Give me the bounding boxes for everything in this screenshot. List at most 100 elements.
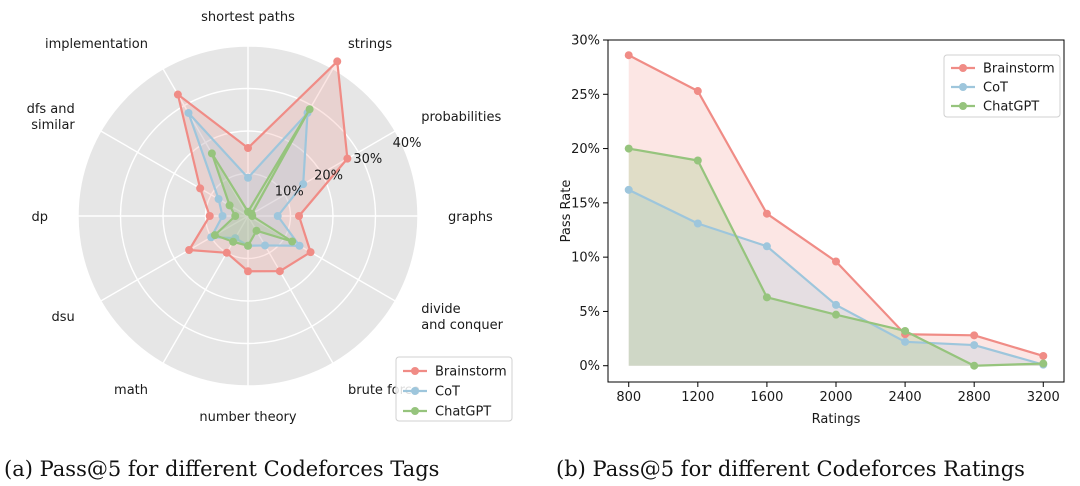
radar-point <box>244 241 252 250</box>
radar-tick-label: 10% <box>275 185 304 200</box>
radar-category-label: divide and conquer <box>421 302 503 333</box>
radar-point <box>305 105 314 114</box>
radar-legend-marker <box>411 387 419 395</box>
line-series-cot <box>624 185 1048 369</box>
line-point <box>693 87 702 96</box>
radar-spoke <box>247 130 396 217</box>
radar-legend: Brainstorm CoT ChatGPT <box>395 356 513 422</box>
radar-legend-box <box>395 356 513 422</box>
radar-area <box>211 109 310 246</box>
line-point <box>693 156 702 165</box>
radar-radial-ticks: 10% 20% 30% 40% <box>275 136 422 200</box>
radar-point <box>218 212 227 220</box>
radar-point <box>184 108 193 117</box>
line-point <box>1039 351 1048 360</box>
radar-category-line: probabilities <box>421 110 501 125</box>
radar-category-label: math <box>114 383 148 398</box>
line-area-cot <box>628 189 1044 366</box>
line-x-tick-label: 2800 <box>958 390 991 405</box>
radar-category-line: number theory <box>199 410 297 425</box>
radar-category-line: math <box>114 383 148 398</box>
radar-legend-label: CoT <box>435 385 460 400</box>
radar-tick-label: 30% <box>353 152 382 167</box>
radar-point <box>205 212 214 220</box>
radar-category-line: divide <box>421 302 460 317</box>
radar-point <box>244 144 252 152</box>
radar-point <box>275 267 284 276</box>
line-point <box>624 51 633 60</box>
radar-point <box>210 231 219 240</box>
radar-category-line: dfs and <box>27 102 75 117</box>
radar-series-chatgpt <box>207 105 314 250</box>
radar-category-label: shortest paths <box>201 10 295 25</box>
radar-legend-label: Brainstorm <box>435 365 507 380</box>
radar-point <box>222 248 231 257</box>
line-point <box>762 209 771 218</box>
line-caption: (b) Pass@5 for different Codeforces Rati… <box>556 457 1025 481</box>
line-x-tick-label: 2400 <box>889 390 922 405</box>
line-point <box>1039 359 1048 368</box>
radar-chart: 10% 20% 30% 40% shortest paths strings probab… <box>27 10 513 425</box>
radar-point <box>196 184 205 193</box>
line-point <box>970 361 979 370</box>
line-y-axis-label: Pass Rate <box>559 180 574 243</box>
radar-category-label: dp <box>31 210 48 225</box>
line-area-chatgpt <box>628 148 1044 366</box>
radar-tick-label: 20% <box>314 168 343 183</box>
radar-point <box>299 180 308 189</box>
radar-point <box>231 212 240 220</box>
line-point <box>762 242 771 251</box>
radar-category-line: graphs <box>448 210 493 225</box>
line-point <box>901 337 910 346</box>
radar-spoke <box>247 215 334 364</box>
line-series-layer <box>624 51 1048 370</box>
radar-legend-label: ChatGPT <box>435 405 491 420</box>
line-y-tick-label: 15% <box>571 196 600 211</box>
radar-point <box>248 212 257 220</box>
radar-category-line: shortest paths <box>201 10 295 25</box>
radar-spoke <box>100 130 249 217</box>
radar-point <box>244 173 252 182</box>
line-y-tick-label: 0% <box>579 359 600 374</box>
radar-category-label: strings <box>348 37 392 52</box>
radar-category-label: probabilities <box>421 110 501 125</box>
line-x-tick-label: 1600 <box>750 390 783 405</box>
radar-point <box>214 195 223 203</box>
radar-point <box>225 201 234 210</box>
radar-category-line: and conquer <box>421 318 503 333</box>
radar-legend-marker <box>411 367 419 375</box>
line-x-tick-label: 1200 <box>681 390 714 405</box>
line-chart: 800 1200 1600 2000 2400 2800 3200 0% 5% 10% 15% 20… <box>559 34 1065 427</box>
radar-tick-label: 40% <box>393 136 422 151</box>
line-x-tick-label: 800 <box>616 390 641 405</box>
radar-point <box>244 267 252 276</box>
line-legend-marker <box>959 83 967 91</box>
line-x-tick-label: 3200 <box>1027 390 1060 405</box>
line-y-tick-label: 20% <box>571 142 600 157</box>
line-x-axis-label: Ratings <box>812 412 861 427</box>
line-y-tick-label: 30% <box>571 34 600 49</box>
line-legend-marker <box>959 102 967 110</box>
radar-point <box>229 237 238 246</box>
line-x-ticks: 800 1200 1600 2000 2400 2800 3200 <box>616 382 1060 405</box>
radar-point <box>295 241 304 250</box>
radar-point <box>273 212 282 220</box>
radar-caption: (a) Pass@5 for different Codeforces Tags <box>4 457 439 481</box>
line-point <box>624 185 633 194</box>
line-area-brainstorm <box>628 55 1044 366</box>
radar-point <box>173 90 182 99</box>
line-legend-label: Brainstorm <box>983 62 1055 77</box>
line-legend-box <box>943 54 1061 118</box>
line-legend-marker <box>959 64 967 72</box>
radar-category-label: number theory <box>199 410 297 425</box>
radar-point <box>343 154 352 163</box>
radar-category-label: implementation <box>45 37 148 52</box>
radar-category-line: dp <box>31 210 48 225</box>
line-y-tick-label: 5% <box>579 305 600 320</box>
radar-category-line: implementation <box>45 37 148 52</box>
radar-category-label: dfs and similar <box>27 102 76 133</box>
radar-point <box>295 212 303 220</box>
line-series-chatgpt <box>624 144 1048 370</box>
line-y-ticks: 0% 5% 10% 15% 20% 25% 30% <box>571 34 608 374</box>
